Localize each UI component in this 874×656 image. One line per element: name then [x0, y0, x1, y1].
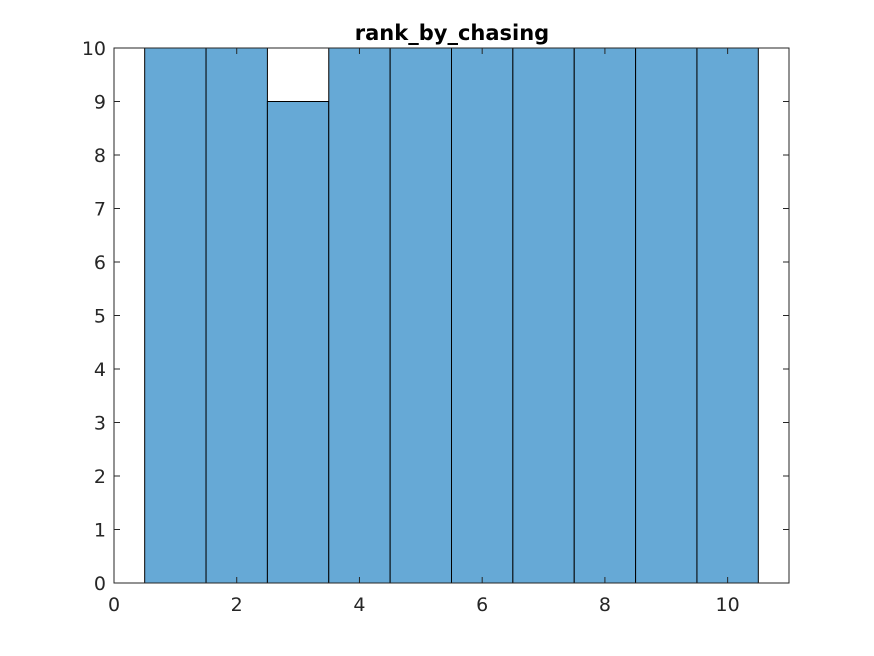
y-ticks-group: 0 1 2 3 4 5 6 7 8 9 10 — [82, 38, 789, 595]
x-tick-label: 6 — [476, 594, 488, 616]
x-tick-label: 8 — [599, 594, 611, 616]
x-tick-label: 0 — [108, 594, 120, 616]
y-tick-label: 4 — [94, 359, 106, 381]
bar-9 — [635, 47, 698, 584]
bar-2 — [205, 47, 268, 584]
y-tick-label: 2 — [94, 466, 106, 488]
bars-group — [144, 47, 759, 584]
bar-3 — [266, 101, 330, 584]
x-tick-label: 4 — [353, 594, 365, 616]
y-tick-label: 10 — [82, 38, 106, 60]
y-tick-label: 7 — [94, 199, 106, 221]
x-tick-label: 10 — [716, 594, 740, 616]
bar-4 — [328, 47, 391, 584]
bar-7 — [512, 47, 575, 584]
bar-1 — [144, 47, 207, 584]
y-tick-label: 6 — [94, 252, 106, 274]
y-tick-label: 3 — [94, 413, 106, 435]
x-ticks-group: 0 2 4 6 8 10 — [108, 48, 740, 616]
y-tick-label: 0 — [94, 573, 106, 595]
bar-6 — [451, 47, 514, 584]
bar-8 — [573, 47, 637, 584]
y-tick-label: 8 — [94, 145, 106, 167]
y-tick-label: 9 — [94, 92, 106, 114]
bar-10 — [696, 47, 759, 584]
bar-5 — [389, 47, 453, 584]
y-tick-label: 1 — [94, 520, 106, 542]
x-tick-label: 2 — [231, 594, 243, 616]
chart-title: rank_by_chasing — [355, 21, 549, 45]
y-tick-label: 5 — [94, 306, 106, 328]
